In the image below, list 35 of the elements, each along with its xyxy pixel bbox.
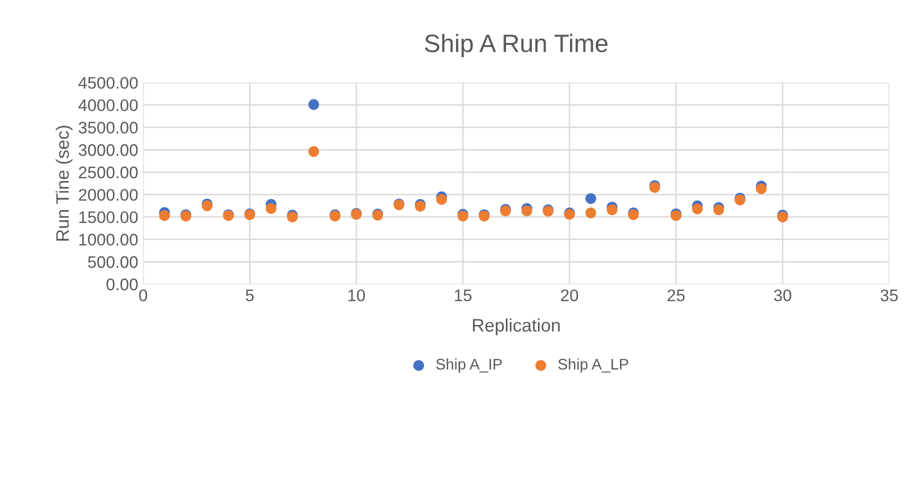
point — [308, 99, 320, 110]
x-tick-label: 20 — [561, 289, 578, 302]
x-axis-title: Replication — [473, 318, 560, 336]
point — [266, 203, 276, 214]
point — [585, 193, 596, 204]
point — [756, 183, 767, 194]
x-tick-label: 25 — [668, 289, 685, 302]
point — [692, 204, 703, 214]
point — [521, 206, 532, 216]
y-tick-label: 500.00 — [88, 256, 138, 268]
y-tick-label: 2000.00 — [78, 188, 138, 201]
y-tick-label: 3000.00 — [78, 144, 138, 156]
x-tick-label: 10 — [348, 289, 365, 302]
y-tick-label: 0.00 — [106, 278, 138, 290]
x-tick-label: 35 — [880, 289, 898, 302]
y-tick-label: 1000.00 — [79, 234, 138, 246]
point — [308, 146, 320, 157]
point — [606, 204, 618, 216]
point — [713, 204, 724, 216]
y-tick-label: 4000.00 — [78, 99, 138, 112]
y-tick-label: 3500.00 — [78, 122, 138, 134]
point — [436, 194, 447, 205]
y-tick-label: 1500.00 — [79, 211, 138, 224]
y-axis-title: Run Tine (sec) — [56, 126, 73, 241]
legend-label: Ship A_IP — [436, 358, 502, 373]
y-tick-label: 2500.00 — [78, 166, 138, 178]
x-tick-label: 0 — [139, 289, 148, 302]
point — [159, 210, 170, 221]
x-tick-label: 15 — [454, 290, 472, 302]
x-tick-label: 5 — [246, 290, 254, 302]
y-tick-label: 4500.00 — [78, 76, 138, 89]
x-tick-label: 30 — [774, 289, 792, 302]
chart-title: Ship A Run Time — [424, 34, 608, 58]
legend-label: Ship A_LP — [558, 358, 628, 373]
point — [585, 208, 596, 218]
